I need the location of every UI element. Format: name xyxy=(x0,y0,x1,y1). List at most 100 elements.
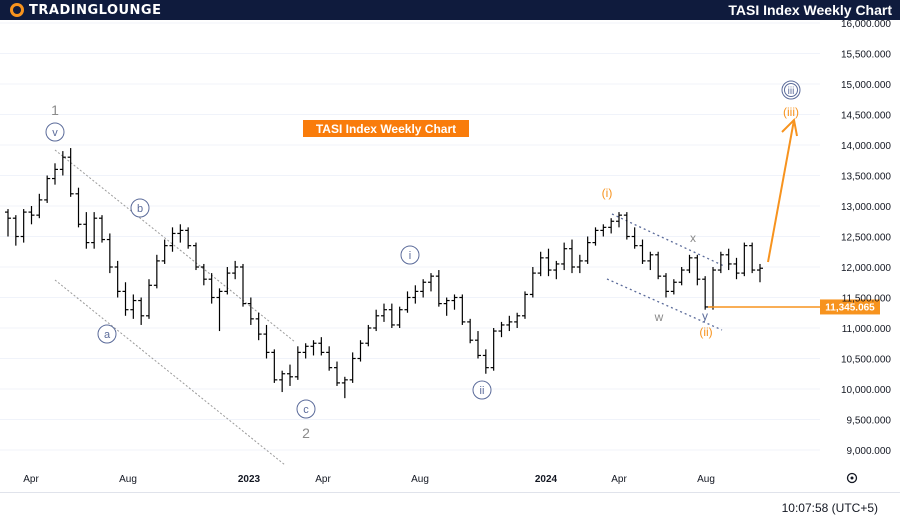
ohlc-bar xyxy=(694,254,701,286)
price-tick-label: 16,000.000 xyxy=(841,20,891,30)
settings-icon[interactable] xyxy=(846,472,858,484)
time-tick-label: Aug xyxy=(411,474,429,485)
current-price-tag xyxy=(820,299,880,315)
ohlc-bar xyxy=(294,346,301,380)
wave-label-iii: iii xyxy=(788,86,795,97)
logo-text: TRADINGLOUNGE xyxy=(29,2,162,18)
ohlc-bar xyxy=(263,324,270,359)
price-chart[interactable]: 11,345.065 TASI Index Weekly Chart 1 v b… xyxy=(0,20,900,492)
wave-label-x: x xyxy=(690,231,696,245)
ohlc-bar xyxy=(561,242,568,271)
settings-icon-dot[interactable] xyxy=(850,476,854,480)
ohlc-bar xyxy=(490,328,497,371)
wave-circle-v xyxy=(45,122,65,142)
ohlc-bar xyxy=(67,148,74,197)
ohlc-bar xyxy=(529,267,536,298)
wave-label-w: w xyxy=(654,310,664,324)
chart-banner: TASI Index Weekly Chart xyxy=(303,120,469,137)
chart-banner-bg xyxy=(303,120,469,137)
ohlc-bar xyxy=(412,285,419,304)
ohlc-bar xyxy=(420,279,427,298)
ohlc-bar xyxy=(600,224,607,237)
time-axis[interactable]: Apr Aug 2023 Apr Aug 2024 Apr Aug xyxy=(23,474,715,485)
settings-icon-ring[interactable] xyxy=(846,472,858,484)
ohlc-bar xyxy=(83,212,90,249)
ohlc-bar xyxy=(122,282,129,316)
ohlc-bar xyxy=(130,294,137,319)
ohlc-bar xyxy=(686,254,693,274)
price-tick-label: 12,500.000 xyxy=(841,233,891,244)
ohlc-bar xyxy=(216,288,223,332)
ohlc-bar xyxy=(334,361,340,386)
wave-labels: 1 v b a c 2 i ii (i) x w y (ii) iii (iii… xyxy=(45,80,801,441)
price-tick-label: 14,000.000 xyxy=(841,141,891,152)
projection-arrow xyxy=(767,117,798,263)
ohlc-bar xyxy=(59,151,66,176)
ohlc-bar xyxy=(161,239,168,264)
ohlc-bar xyxy=(733,257,740,280)
footer-bar: 10:07:58 (UTC+5) xyxy=(0,492,900,523)
price-tick-label: 11,000.000 xyxy=(842,324,892,335)
ohlc-bar xyxy=(177,224,184,243)
ohlc-bar xyxy=(749,242,756,274)
wave-label-iii-orange: (iii) xyxy=(783,105,799,119)
ohlc-bar xyxy=(702,276,709,310)
ohlc-bar xyxy=(553,260,560,280)
ohlc-bar xyxy=(52,163,58,185)
ohlc-bar xyxy=(247,297,254,325)
ohlc-bar xyxy=(208,273,215,304)
time-tick-label: Apr xyxy=(611,474,627,485)
ohlc-bar xyxy=(240,263,246,307)
ohlc-bar xyxy=(428,273,434,292)
wave-circle-iii-inner xyxy=(784,83,798,97)
ohlc-bar xyxy=(99,215,105,243)
ohlc-bar xyxy=(28,206,35,225)
time-tick-label: Aug xyxy=(119,474,137,485)
ohlc-bar xyxy=(279,370,286,393)
wave-circle-a xyxy=(97,324,117,344)
logo-icon xyxy=(10,3,24,17)
page-title: TASI Index Weekly Chart xyxy=(728,2,892,18)
ohlc-bar xyxy=(537,251,544,277)
ohlc-bar xyxy=(341,376,348,399)
wave-label-v: v xyxy=(52,127,58,139)
ohlc-bar xyxy=(138,297,145,325)
price-tick-label: 13,000.000 xyxy=(841,202,891,213)
price-axis[interactable]: 16,000.000 15,500.000 15,000.000 14,500.000… xyxy=(841,20,891,457)
ohlc-bar xyxy=(153,254,160,289)
ohlc-bar xyxy=(623,212,630,240)
ohlc-bar xyxy=(114,260,121,298)
projection-arrow-head xyxy=(781,117,798,137)
ohlc-bar xyxy=(678,267,685,286)
ohlc-bar xyxy=(435,270,442,307)
header-bar: TRADINGLOUNGE TASI Index Weekly Chart xyxy=(0,0,900,20)
wave-label-ii: ii xyxy=(480,385,485,397)
ohlc-bar xyxy=(710,267,716,310)
wave-circle-ii xyxy=(472,380,492,400)
ohlc-bar xyxy=(545,248,552,277)
ohlc-bar xyxy=(357,340,364,362)
clock-readout[interactable]: 10:07:58 (UTC+5) xyxy=(781,501,878,515)
ohlc-bar xyxy=(514,312,521,328)
price-grid xyxy=(0,22,820,451)
ohlc-bar xyxy=(146,279,152,319)
ohlc-bars xyxy=(5,148,763,399)
ohlc-bar xyxy=(482,349,489,374)
current-price-line: 11,345.065 xyxy=(708,299,880,315)
ohlc-bar xyxy=(584,236,591,264)
ohlc-bar xyxy=(506,315,513,332)
ohlc-bar xyxy=(569,239,575,274)
ohlc-bar xyxy=(373,309,380,332)
ohlc-bar xyxy=(388,303,395,328)
ohlc-bar xyxy=(287,364,293,386)
ohlc-bar xyxy=(349,352,356,383)
wave-label-ii-orange: (ii) xyxy=(699,325,712,339)
ohlc-bar xyxy=(717,251,724,274)
ohlc-bar xyxy=(193,242,199,271)
ohlc-bar xyxy=(326,346,333,371)
wave-label-2: 2 xyxy=(302,425,310,441)
ohlc-bar xyxy=(271,349,278,383)
ohlc-bar xyxy=(475,331,481,359)
ohlc-bar xyxy=(91,212,98,249)
ohlc-bar xyxy=(365,324,372,347)
